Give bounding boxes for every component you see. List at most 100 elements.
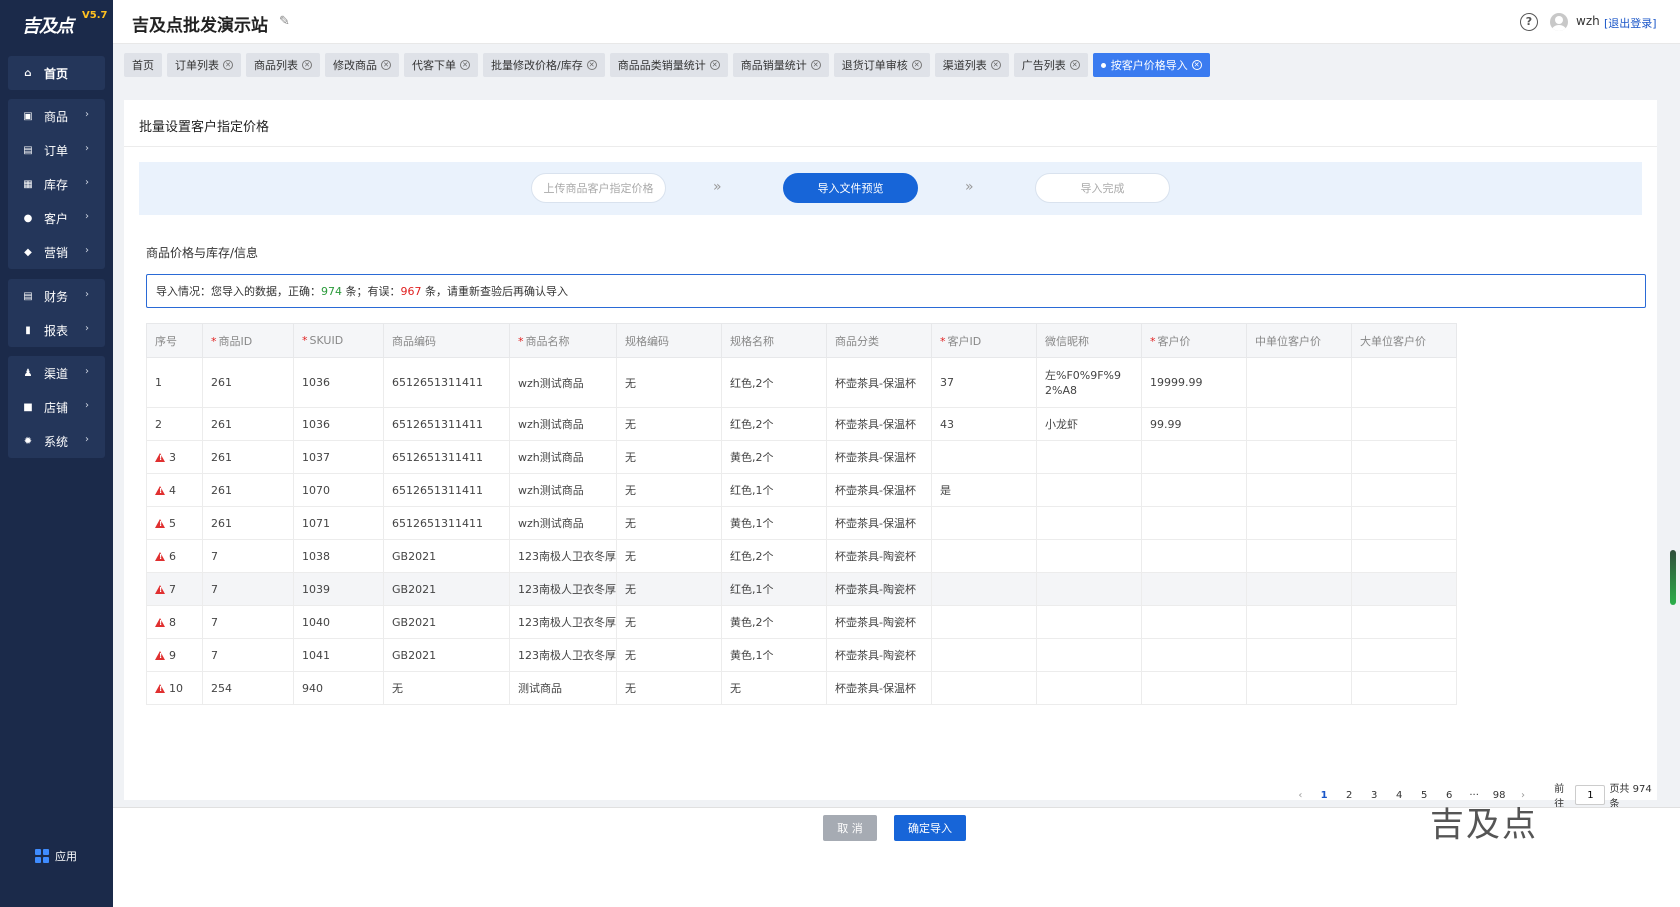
table-cell: 6512651311411 <box>383 473 510 507</box>
table-cell <box>1246 671 1352 705</box>
table-cell: 杯壶茶具-保温杯 <box>826 357 932 408</box>
table-row[interactable]: 5 261 1071 6512651311411 wzh测试商品 无 黄色,1个 杯壶茶具-保… <box>146 506 1457 540</box>
warning-icon[interactable] <box>155 485 165 495</box>
tab-home[interactable]: 首页 <box>124 53 162 77</box>
tab-proxy-order[interactable]: 代客下单 ✕ <box>404 53 478 77</box>
help-icon[interactable]: ? <box>1520 13 1538 31</box>
page-number[interactable]: 2 <box>1345 789 1353 801</box>
cancel-button[interactable]: 取 消 <box>823 815 877 841</box>
prev-page-icon[interactable]: ‹ <box>1298 789 1303 801</box>
table-cell: 1038 <box>293 539 384 573</box>
tab-goods-list[interactable]: 商品列表 ✕ <box>246 53 320 77</box>
warning-icon[interactable] <box>155 452 165 462</box>
logout-link[interactable]: [退出登录] <box>1604 17 1657 30</box>
tab-return-review[interactable]: 退货订单审核 ✕ <box>833 53 930 77</box>
close-icon[interactable]: ✕ <box>381 60 391 70</box>
goto-page-input[interactable] <box>1575 785 1606 805</box>
chevron-right-icon: › <box>85 143 89 154</box>
nav-item-goods[interactable]: ▣ 商品 › <box>8 99 105 133</box>
page-title: 批量设置客户指定价格 <box>139 120 270 135</box>
cell-value: 黄色,2个 <box>730 616 774 629</box>
double-chevron-icon: » <box>713 179 722 195</box>
close-icon[interactable]: ✕ <box>223 60 233 70</box>
nav-item-marketing[interactable]: ◆ 营销 › <box>8 235 105 269</box>
page-number[interactable]: 5 <box>1420 789 1428 801</box>
step-complete: 导入完成 <box>1035 173 1170 203</box>
edit-pencil-icon[interactable]: ✎ <box>279 14 290 29</box>
nav-item-channels[interactable]: ♟ 渠道 › <box>8 356 105 390</box>
table-cell: 杯壶茶具-保温杯 <box>826 506 932 540</box>
warning-icon[interactable] <box>155 518 165 528</box>
close-icon[interactable]: ✕ <box>810 60 821 70</box>
confirm-import-button[interactable]: 确定导入 <box>894 815 966 841</box>
warning-icon[interactable] <box>155 617 165 627</box>
page-number[interactable]: 6 <box>1445 789 1453 801</box>
page-number[interactable]: 1 <box>1320 789 1328 801</box>
tab-batch-price-stock[interactable]: 批量修改价格/库存 ✕ <box>483 53 605 77</box>
step-indicator: 上传商品客户指定价格 » 导入文件预览 » 导入完成 <box>139 162 1642 215</box>
table-cell: 红色,1个 <box>721 473 827 507</box>
close-icon[interactable]: ✕ <box>302 60 312 70</box>
cell-value: 7 <box>211 648 218 662</box>
close-icon[interactable]: ✕ <box>990 60 1001 70</box>
warning-icon[interactable] <box>155 551 165 561</box>
table-cell <box>1141 572 1247 606</box>
table-cell <box>1246 638 1352 672</box>
table-row[interactable]: 4 261 1070 6512651311411 wzh测试商品 无 红色,1个 杯壶茶具-保… <box>146 473 1457 507</box>
table-cell <box>1141 638 1247 672</box>
chevron-right-icon: › <box>85 400 89 411</box>
chevron-right-icon: › <box>85 289 89 300</box>
page-list: 1 2 3 4 5 6 ··· 98 <box>1312 790 1512 801</box>
table-cell <box>1141 440 1247 474</box>
table-row[interactable]: 10 254 940 无 测试商品 无 无 杯壶茶具-保温杯 <box>146 671 1457 705</box>
cell-value: 杯壶茶具-陶瓷杯 <box>835 649 916 662</box>
table-cell: 7 <box>202 605 294 639</box>
tab-channel-list[interactable]: 渠道列表 ✕ <box>934 53 1009 77</box>
page-number[interactable]: ··· <box>1469 789 1479 801</box>
logo[interactable]: 吉及点 V5.7 <box>22 10 112 38</box>
table-row[interactable]: 1 261 1036 6512651311411 wzh测试商品 无 红色,2个 杯壶茶具-保… <box>146 357 1457 408</box>
table-row[interactable]: 2 261 1036 6512651311411 wzh测试商品 无 红色,2个 杯壶茶具-保… <box>146 407 1457 441</box>
column-header: * SKUID <box>293 323 384 358</box>
close-icon[interactable]: ✕ <box>1191 60 1202 70</box>
nav-item-home[interactable]: ⌂ 首页 <box>8 56 105 90</box>
close-icon[interactable]: ✕ <box>709 60 720 70</box>
column-header-label: SKUID <box>309 334 344 347</box>
nav-item-reports[interactable]: ▮ 报表 › <box>8 313 105 347</box>
scrollbar-thumb[interactable] <box>1670 550 1676 605</box>
table-cell: 无 <box>616 357 722 408</box>
avatar[interactable] <box>1550 13 1568 31</box>
column-header: 规格名称 <box>721 323 827 358</box>
nav-item-shops[interactable]: ■ 店铺 › <box>8 390 105 424</box>
nav-item-system[interactable]: ✹ 系统 › <box>8 424 105 458</box>
page-number[interactable]: 3 <box>1370 789 1378 801</box>
tab-customer-price-import[interactable]: 按客户价格导入 ✕ <box>1092 53 1210 77</box>
page-number[interactable]: 4 <box>1395 789 1403 801</box>
nav-item-orders[interactable]: ▤ 订单 › <box>8 133 105 167</box>
warning-icon[interactable] <box>155 650 165 660</box>
next-page-icon[interactable]: › <box>1520 789 1525 801</box>
tab-edit-goods[interactable]: 修改商品 ✕ <box>325 53 399 77</box>
close-icon[interactable]: ✕ <box>911 60 922 70</box>
close-icon[interactable]: ✕ <box>1069 60 1080 70</box>
logo-version: V5.7 <box>82 10 108 21</box>
nav-item-stock[interactable]: ▦ 库存 › <box>8 167 105 201</box>
table-cell: 6512651311411 <box>383 357 510 408</box>
tab-order-list[interactable]: 订单列表 ✕ <box>167 53 241 77</box>
nav-item-customers[interactable]: ● 客户 › <box>8 201 105 235</box>
warning-icon[interactable] <box>155 584 165 594</box>
tab-category-sales[interactable]: 商品品类销量统计 ✕ <box>609 53 728 77</box>
tab-ad-list[interactable]: 广告列表 ✕ <box>1013 53 1088 77</box>
page-number[interactable]: 98 <box>1492 789 1506 801</box>
warning-icon[interactable] <box>155 683 165 693</box>
tab-goods-sales[interactable]: 商品销量统计 ✕ <box>732 53 829 77</box>
close-icon[interactable]: ✕ <box>586 60 597 70</box>
nav-item-finance[interactable]: ▤ 财务 › <box>8 279 105 313</box>
apps-entry[interactable]: 应用 <box>35 848 77 864</box>
table-row[interactable]: 3 261 1037 6512651311411 wzh测试商品 无 黄色,2个 杯壶茶具-保… <box>146 440 1457 474</box>
close-icon[interactable]: ✕ <box>460 60 470 70</box>
